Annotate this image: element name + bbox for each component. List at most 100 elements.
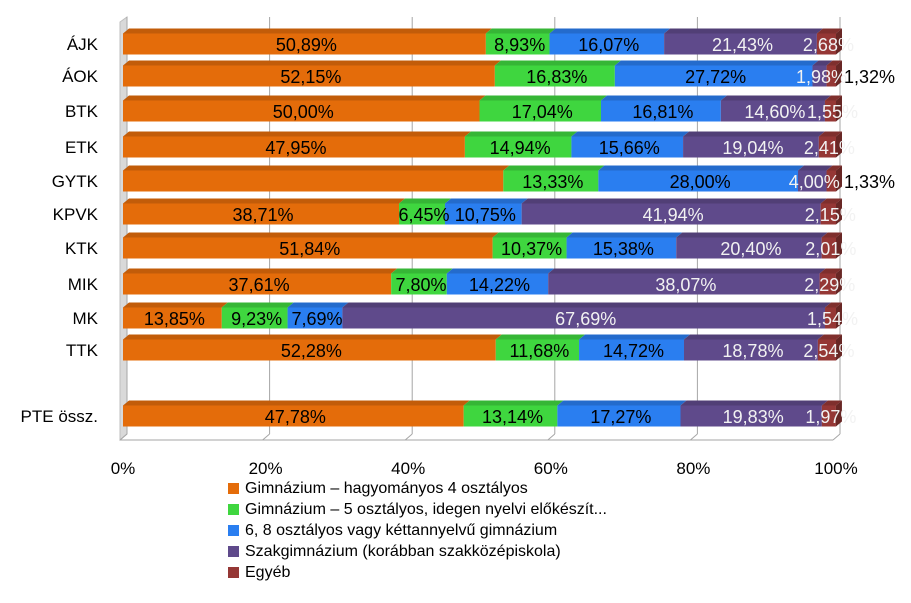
data-label: 20,40% (720, 239, 781, 259)
bar-segment-top (821, 232, 842, 238)
data-label: 14,60% (744, 102, 805, 122)
bar-end-face (836, 165, 842, 192)
data-label: 13,33% (522, 172, 583, 192)
data-label: 38,71% (232, 205, 293, 225)
bar-segment-top (391, 268, 453, 274)
bar-segment (566, 237, 677, 259)
bar-segment-top (826, 165, 842, 171)
bar-segment-top (464, 131, 578, 137)
bar-end-face (836, 302, 842, 329)
category-label: TTK (66, 341, 99, 360)
x-tick-label: 80% (676, 459, 710, 478)
bar-segment-top (492, 232, 573, 238)
bar-segment (123, 170, 504, 192)
bar-end-face (836, 131, 842, 158)
bar-segment (818, 136, 836, 158)
bar-end-face (836, 60, 842, 87)
bar-segment-top (503, 165, 605, 171)
bar-segment (492, 237, 567, 259)
bar-segment (797, 170, 827, 192)
bar-segment-top (676, 232, 828, 238)
data-label: 47,95% (265, 138, 326, 158)
data-label: 4,00% (789, 172, 840, 192)
bar-segment (816, 33, 836, 55)
bar-segment (485, 33, 550, 55)
data-label: 16,83% (526, 67, 587, 87)
bar-segment-top (123, 232, 499, 238)
bar-segment-top (683, 334, 824, 340)
data-label: 13,85% (144, 309, 205, 329)
bar-segment-top (479, 95, 607, 101)
bar-segment-top (444, 198, 528, 204)
data-label: 2,01% (805, 239, 856, 259)
data-label: 2,68% (803, 35, 854, 55)
bar-segment-top (579, 334, 690, 340)
category-label: PTE össz. (21, 407, 98, 426)
bar-segment (549, 33, 665, 55)
bar-segment (600, 100, 721, 122)
gridline-floor (690, 433, 698, 441)
bar-segment-top (123, 131, 471, 137)
data-label: 27,72% (685, 67, 746, 87)
bar-segment-top (812, 60, 833, 66)
category-label: MIK (68, 275, 99, 294)
bar-segment (720, 100, 825, 122)
bar-end-face (836, 334, 842, 361)
data-label: 2,41% (804, 138, 855, 158)
data-label: 15,38% (593, 239, 654, 259)
bar-segment (444, 203, 522, 225)
bar-segment-top (123, 165, 510, 171)
bar-segment-top (818, 131, 842, 137)
legend-item: Gimnázium – 5 osztályos, idegen nyelvi e… (228, 499, 607, 520)
legend-swatch (228, 546, 239, 557)
bar-segment-top (826, 60, 842, 66)
bar-segment (123, 203, 400, 225)
bar-segment (821, 405, 836, 427)
bar-segment-top (494, 60, 621, 66)
category-label: KPVK (53, 205, 99, 224)
bar-segment-top (123, 268, 398, 274)
bar-segment-top (123, 400, 470, 406)
data-label-outside: 1,33% (844, 172, 895, 192)
data-label: 2,15% (805, 205, 856, 225)
data-label: 7,69% (291, 309, 342, 329)
bar-segment (557, 405, 681, 427)
data-label: 37,61% (229, 275, 290, 295)
category-label: ÁOK (62, 67, 99, 86)
gridline-floor (119, 433, 128, 441)
bar-segment-top (797, 165, 833, 171)
bar-segment-top (824, 95, 842, 101)
data-label: 1,97% (805, 407, 856, 427)
data-label: 6,45% (398, 205, 449, 225)
bar-end-face (835, 400, 842, 427)
bar-segment-top (123, 95, 486, 101)
bar-segment (479, 100, 601, 122)
bar-segment-top (819, 268, 842, 274)
bar-segment (123, 307, 222, 329)
x-tick-label: 20% (249, 459, 283, 478)
bar-segment-top (123, 60, 501, 66)
bar-segment (683, 136, 819, 158)
bar-segment-top (557, 400, 687, 406)
bar-segment (123, 33, 486, 55)
bar-segment-top (683, 131, 825, 137)
data-label: 1,54% (807, 309, 858, 329)
legend-item: 6, 8 osztályos vagy kéttannyelvű gimnázi… (228, 520, 607, 541)
legend-item: Szakgimnázium (korábban szakközépiskola) (228, 541, 607, 562)
data-label: 8,93% (494, 35, 545, 55)
category-label: BTK (65, 102, 99, 121)
bar-segment (680, 405, 822, 427)
data-label: 9,23% (231, 309, 282, 329)
bar-segment-top (817, 334, 842, 340)
data-label: 14,22% (469, 275, 530, 295)
bar-segment (494, 65, 615, 87)
data-label: 14,94% (490, 138, 551, 158)
bar-segment (123, 65, 495, 87)
gridline-floor (404, 433, 413, 441)
bar-segment (464, 136, 572, 158)
gridline-floor (262, 433, 270, 441)
bar-segment-top (720, 95, 831, 101)
bar-segment-top (614, 60, 819, 66)
x-tick-label: 60% (534, 459, 568, 478)
